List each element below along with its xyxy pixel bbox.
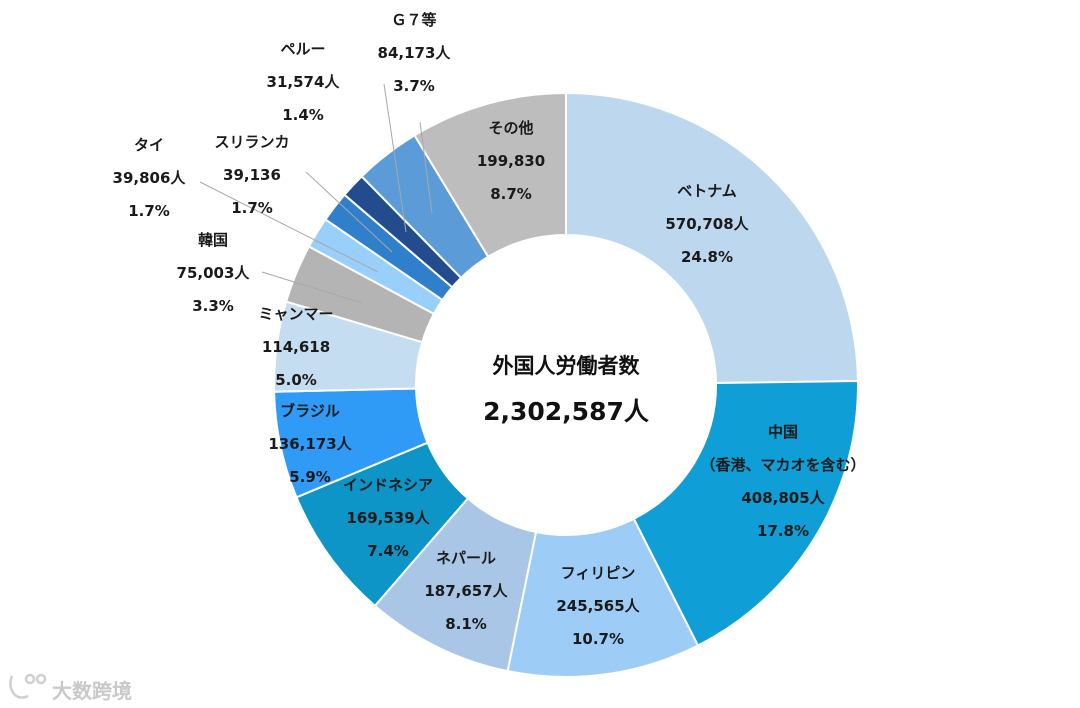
slice-6-percent-text: 5.0% xyxy=(275,371,317,389)
watermark: 大数跨境 xyxy=(9,673,132,703)
slice-2-value-text: 245,565人 xyxy=(556,597,640,615)
slice-4-value-text: 169,539人 xyxy=(346,509,430,527)
slice-1 xyxy=(632,380,859,647)
center-title: 外国人労働者数 xyxy=(493,354,641,378)
slice-3-label: ネパール xyxy=(436,549,496,567)
leader-line-9 xyxy=(305,171,393,253)
slice-9-label: スリランカ xyxy=(214,133,289,151)
slice-0-percent-text: 24.8% xyxy=(681,248,733,266)
watermark-text: 大数跨境 xyxy=(52,679,132,703)
slice-2-percent-text: 10.7% xyxy=(572,630,624,648)
slice-0 xyxy=(565,91,859,384)
leader-line-10 xyxy=(383,83,407,233)
slice-11-value-text: 84,173人 xyxy=(378,44,452,62)
slice-0-value-text: 570,708人 xyxy=(665,215,749,233)
leader-line-11 xyxy=(419,121,433,214)
leader-lines xyxy=(199,83,433,304)
slice-12-value-text: 199,830 xyxy=(477,152,545,170)
slice-3-percent-text: 8.1% xyxy=(445,615,487,633)
slice-5-percent-text: 5.9% xyxy=(289,468,331,486)
slice-1-percent-text: 17.8% xyxy=(757,522,809,540)
slice-10-value-text: 31,574人 xyxy=(267,73,341,91)
slice-3-value-text: 187,657人 xyxy=(424,582,508,600)
slice-8-label: タイ xyxy=(134,136,164,154)
slice-5-label: ブラジル xyxy=(280,402,340,420)
slice-1-label: 中国 xyxy=(768,423,798,441)
slice-7-percent-text: 3.3% xyxy=(192,297,234,315)
slice-6-value-text: 114,618 xyxy=(262,338,330,356)
slice-2-label: フィリピン xyxy=(561,564,636,582)
center-value: 2,302,587人 xyxy=(483,397,649,426)
slice-7-label: 韓国 xyxy=(198,231,228,249)
slice-1-sublabel: （香港、マカオを含む） xyxy=(700,456,865,474)
slice-12-percent-text: 8.7% xyxy=(490,185,532,203)
slice-0-label: ベトナム xyxy=(677,182,737,200)
slice-5-value-text: 136,173人 xyxy=(268,435,352,453)
slice-8-percent-text: 1.7% xyxy=(128,202,170,220)
slice-11-label: Ｇ７等 xyxy=(391,11,436,29)
slice-10-label: ペルー xyxy=(280,40,325,58)
slice-9-percent-text: 1.7% xyxy=(231,199,273,217)
slice-12-label: その他 xyxy=(488,119,533,137)
slice-4-percent-text: 7.4% xyxy=(367,542,409,560)
slice-11-percent-text: 3.7% xyxy=(393,77,435,95)
slice-4-label: インドネシア xyxy=(343,476,433,494)
watermark-logo-icon xyxy=(9,673,47,699)
slice-12 xyxy=(413,91,567,259)
slice-9-value-text: 39,136 xyxy=(223,166,281,184)
slice-7-value-text: 75,003人 xyxy=(177,264,251,282)
slice-6-label: ミャンマー xyxy=(258,305,333,323)
leader-line-8 xyxy=(199,181,379,273)
slices-group xyxy=(273,91,859,678)
slice-8-value-text: 39,806人 xyxy=(113,169,187,187)
slice-labels: ベトナム 570,708人 24.8% 中国 （香港、マカオを含む） 408,805人 17… xyxy=(113,11,866,648)
slice-10-percent-text: 1.4% xyxy=(282,106,324,124)
slice-1-value-text: 408,805人 xyxy=(741,489,825,507)
leader-line-7 xyxy=(261,271,363,304)
